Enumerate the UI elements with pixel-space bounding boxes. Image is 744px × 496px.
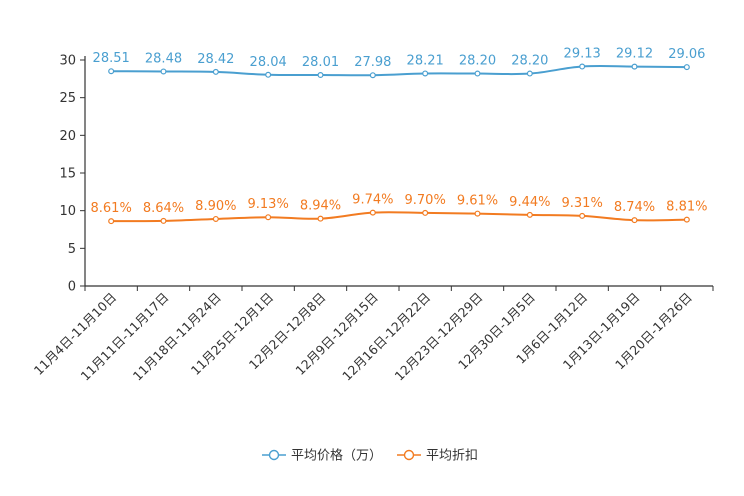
data-label: 9.13% [248, 197, 289, 212]
data-point[interactable] [369, 209, 376, 216]
data-point[interactable] [579, 212, 586, 219]
data-point[interactable] [526, 70, 533, 77]
data-point[interactable] [160, 68, 167, 75]
data-point[interactable] [212, 215, 219, 222]
legend-item-1[interactable]: 平均折扣 [397, 449, 478, 464]
series-line [111, 211, 687, 223]
data-label: 8.81% [666, 200, 707, 215]
x-tick-label: 12月23日-12月29日 [391, 290, 485, 384]
data-point[interactable] [474, 210, 481, 217]
y-tick-label: 25 [59, 91, 76, 106]
series-line [111, 65, 687, 77]
data-label: 28.04 [250, 55, 287, 70]
data-point[interactable] [108, 68, 115, 75]
data-point[interactable] [631, 217, 638, 224]
data-label: 8.90% [195, 199, 236, 214]
x-tick-label: 12月16日-12月22日 [339, 290, 433, 384]
data-point[interactable] [317, 215, 324, 222]
legend-item-0[interactable]: 平均价格（万） [262, 448, 382, 464]
data-label: 8.74% [614, 200, 655, 215]
y-tick-label: 20 [59, 129, 76, 144]
data-label: 29.06 [668, 47, 705, 62]
x-tick-label: 11月11日-11月17日 [77, 290, 171, 384]
data-label: 9.74% [352, 193, 393, 208]
legend-marker-icon [268, 449, 280, 461]
data-point[interactable] [369, 72, 376, 79]
data-label: 28.42 [197, 52, 234, 67]
series-layer: 28.51 28.48 28.42 28.04 28.01 27.98 28.21 28.20… [91, 47, 707, 225]
data-label: 28.48 [145, 51, 182, 66]
data-point[interactable] [212, 68, 219, 75]
legend-label: 平均折扣 [426, 449, 478, 464]
legend-marker-icon [403, 449, 415, 461]
data-point[interactable] [160, 217, 167, 224]
data-label: 9.70% [405, 193, 446, 208]
data-label: 28.51 [93, 51, 130, 66]
data-label: 8.61% [91, 201, 132, 216]
data-label: 28.21 [407, 53, 444, 68]
data-point[interactable] [422, 209, 429, 216]
data-point[interactable] [526, 211, 533, 218]
data-label: 29.12 [616, 47, 653, 62]
legend-label: 平均价格（万） [291, 448, 382, 464]
data-point[interactable] [683, 64, 690, 71]
data-label: 27.98 [354, 55, 391, 70]
y-tick-label: 15 [59, 167, 76, 182]
data-label: 9.44% [509, 195, 550, 210]
data-point[interactable] [631, 63, 638, 70]
data-point[interactable] [474, 70, 481, 77]
series-0: 28.51 28.48 28.42 28.04 28.01 27.98 28.21 28.20… [93, 47, 705, 79]
x-tick-label: 11月18日-11月24日 [130, 290, 224, 384]
data-label: 28.20 [511, 54, 548, 69]
data-label: 8.64% [143, 201, 184, 216]
data-point[interactable] [108, 218, 115, 225]
data-label: 28.01 [302, 55, 339, 70]
data-point[interactable] [265, 214, 272, 221]
data-label: 9.61% [457, 194, 498, 209]
data-point[interactable] [265, 71, 272, 78]
data-label: 9.31% [562, 196, 603, 211]
legend: 平均价格（万） 平均折扣 [262, 448, 478, 464]
data-point[interactable] [579, 63, 586, 70]
series-1: 8.61% 8.64% 8.90% 9.13% 8.94% 9.74% 9.70% 9.61%… [91, 193, 707, 225]
data-label: 29.13 [564, 47, 601, 62]
y-tick-label: 10 [59, 204, 76, 219]
data-point[interactable] [683, 216, 690, 223]
data-point[interactable] [317, 71, 324, 78]
data-point[interactable] [422, 70, 429, 77]
y-tick-label: 0 [68, 280, 76, 295]
data-label: 28.20 [459, 54, 496, 69]
y-tick-label: 5 [68, 242, 76, 257]
y-tick-label: 30 [59, 54, 76, 69]
data-label: 8.94% [300, 199, 341, 214]
